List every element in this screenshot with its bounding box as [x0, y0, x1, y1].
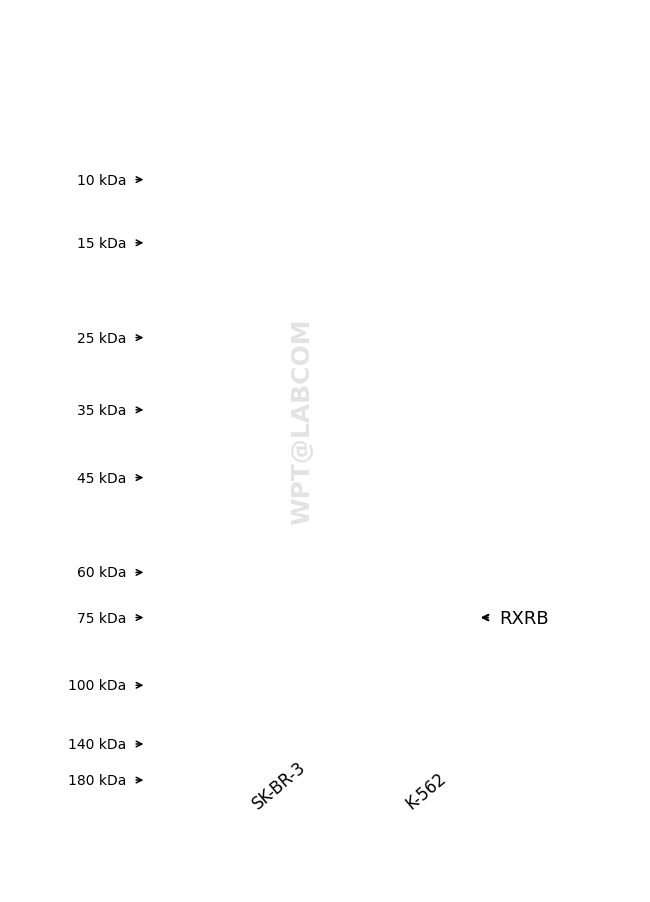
Text: WPT@LABCOM: WPT@LABCOM	[291, 318, 314, 525]
Text: 10 kDa: 10 kDa	[77, 173, 127, 188]
Text: 15 kDa: 15 kDa	[77, 236, 127, 251]
Text: RXRB: RXRB	[499, 609, 549, 627]
Text: 35 kDa: 35 kDa	[77, 403, 127, 418]
Text: 180 kDa: 180 kDa	[68, 773, 127, 787]
Text: 25 kDa: 25 kDa	[77, 331, 127, 345]
Text: 60 kDa: 60 kDa	[77, 566, 127, 580]
Text: 140 kDa: 140 kDa	[68, 737, 127, 751]
Text: 100 kDa: 100 kDa	[68, 678, 127, 693]
Text: 45 kDa: 45 kDa	[77, 471, 127, 485]
Text: 75 kDa: 75 kDa	[77, 611, 127, 625]
Text: SK-BR-3: SK-BR-3	[248, 757, 309, 812]
Text: K-562: K-562	[403, 769, 450, 812]
